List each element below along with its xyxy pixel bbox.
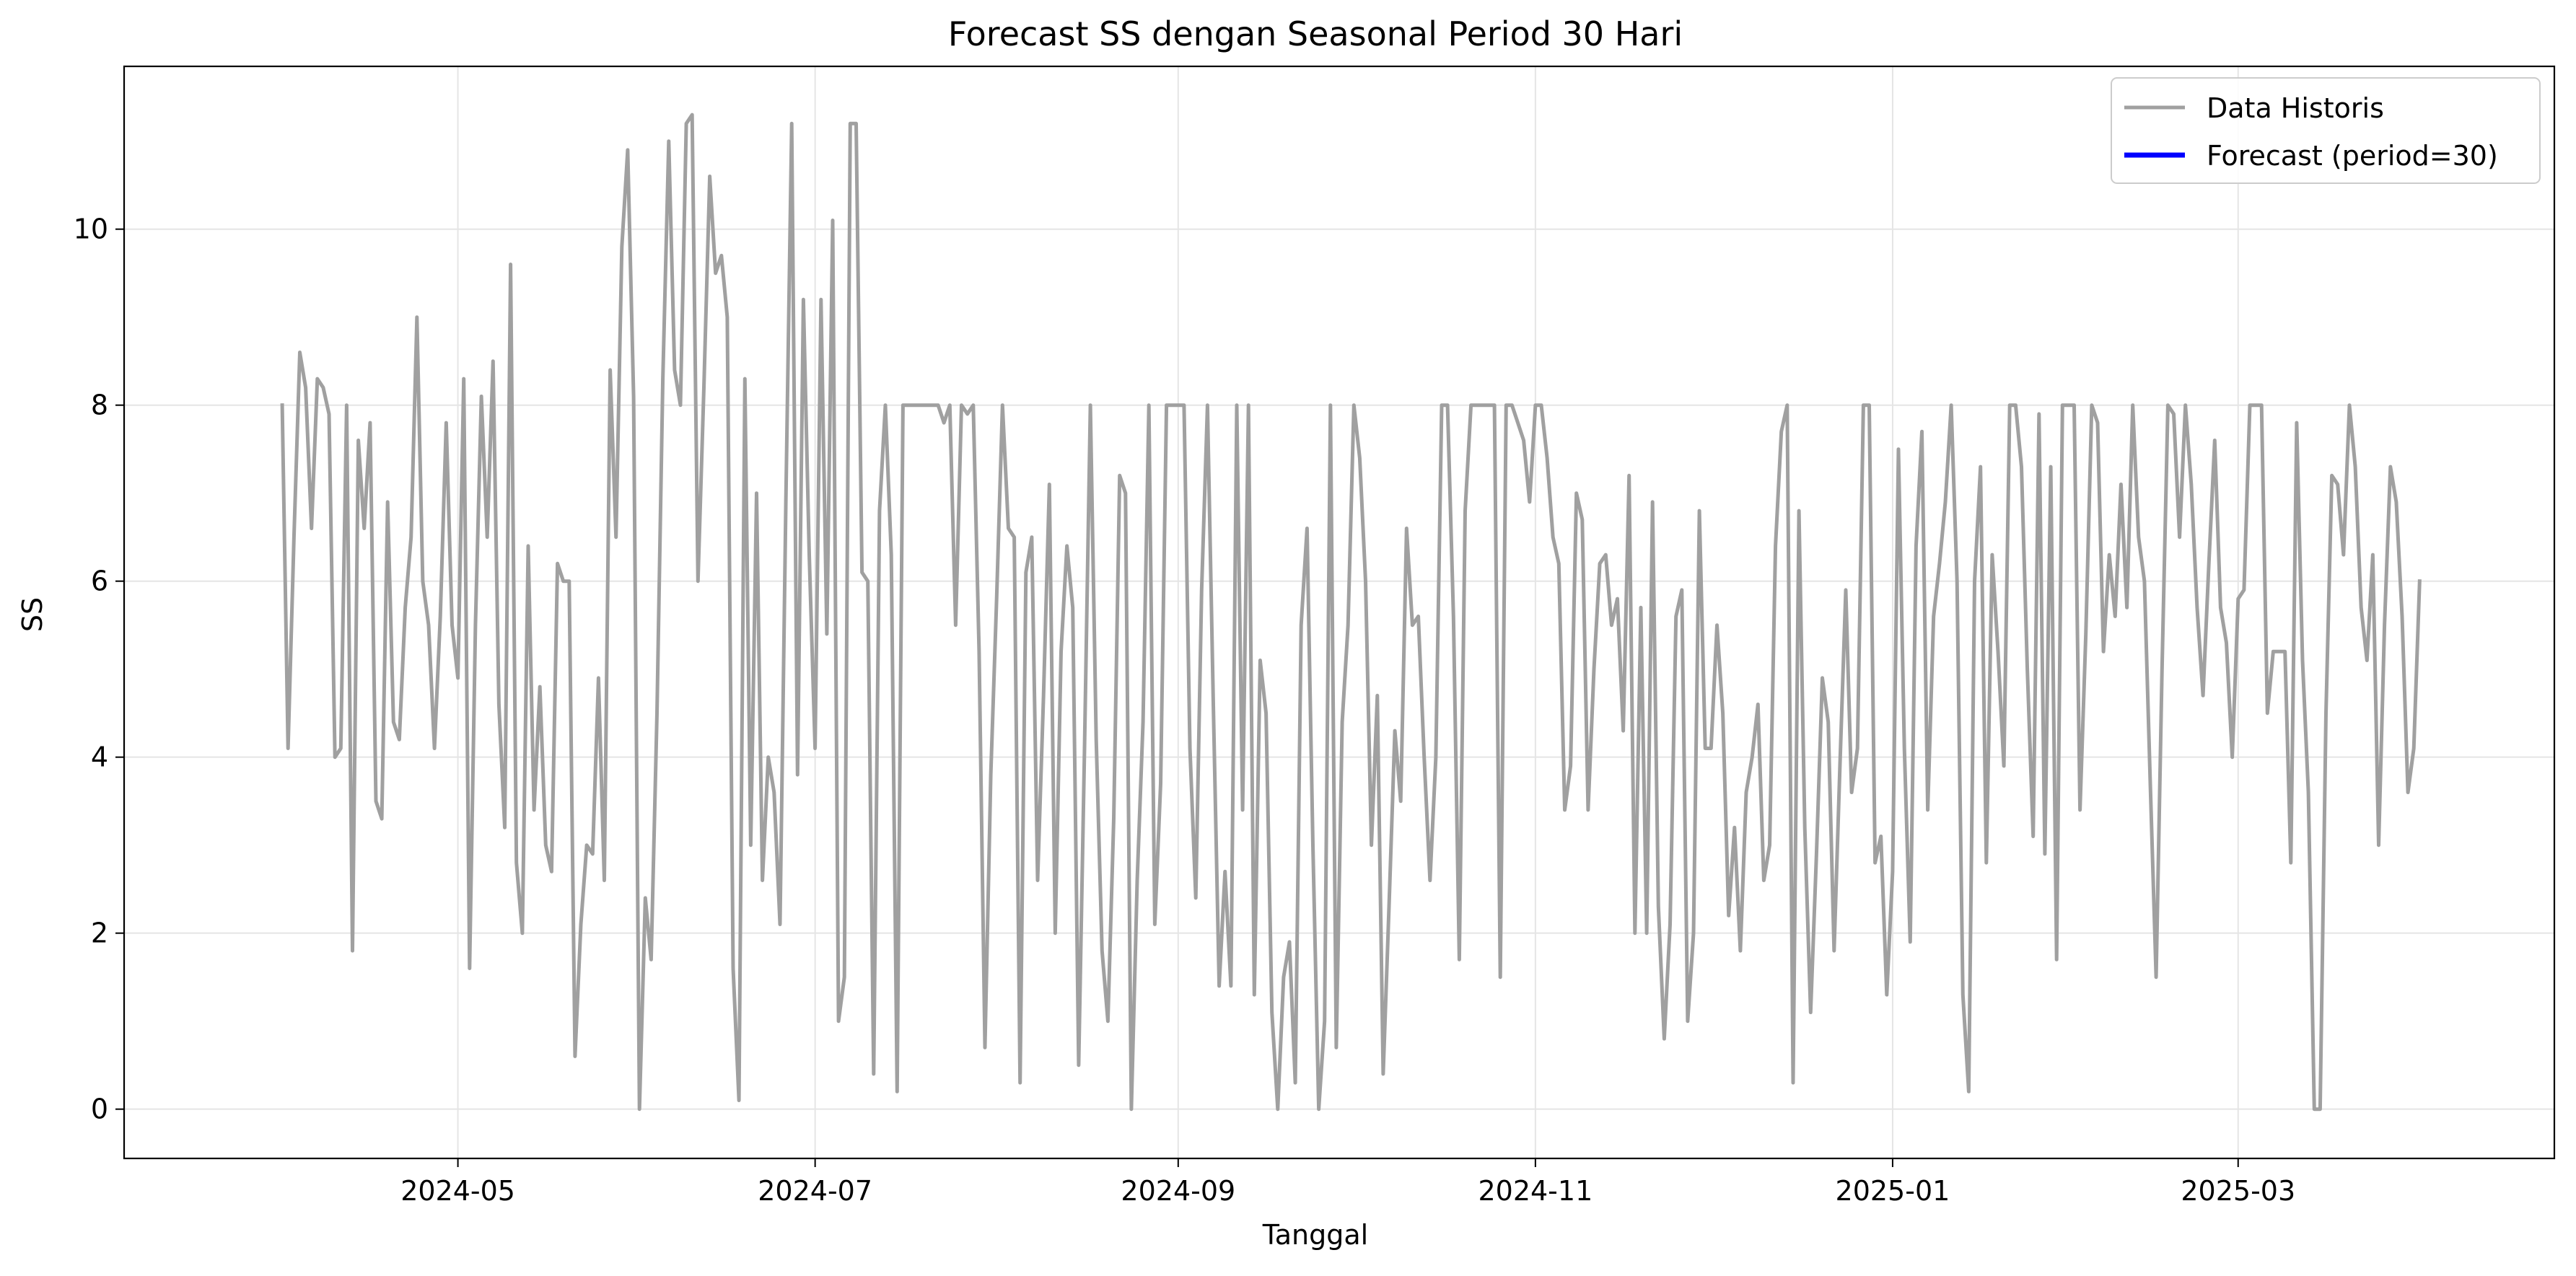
y-tick-label: 8 — [91, 390, 108, 421]
series-line-data-historis — [280, 113, 2422, 1112]
x-tick-label: 2024-07 — [758, 1175, 872, 1207]
y-tick-label: 10 — [74, 214, 108, 245]
x-tick-label: 2024-09 — [1121, 1175, 1235, 1207]
series-layer — [280, 113, 2422, 1112]
y-axis-label: SS — [17, 597, 48, 632]
y-tick-label: 0 — [91, 1094, 108, 1125]
y-tick-label: 6 — [91, 566, 108, 597]
legend: Data Historis Forecast (period=30) — [2111, 77, 2541, 184]
y-tick-label: 4 — [91, 742, 108, 773]
legend-label-historical: Data Historis — [2207, 92, 2384, 124]
x-tick-label: 2025-01 — [1836, 1175, 1950, 1207]
legend-label-forecast: Forecast (period=30) — [2207, 140, 2498, 172]
tick-layer: 2024-05 2024-07 2024-09 2024-11 2025-01 2025-… — [74, 214, 2296, 1207]
chart-title: Forecast SS dengan Seasonal Period 30 Ha… — [948, 14, 1683, 53]
legend-box — [2111, 77, 2541, 184]
grid-layer — [124, 66, 2554, 1158]
x-tick-label: 2024-11 — [1478, 1175, 1593, 1207]
x-tick-label: 2024-05 — [400, 1175, 515, 1207]
axes-frame — [123, 65, 2556, 1160]
x-axis-label: Tanggal — [1262, 1219, 1368, 1251]
y-tick-label: 2 — [91, 918, 108, 949]
x-tick-label: 2025-03 — [2181, 1175, 2295, 1207]
